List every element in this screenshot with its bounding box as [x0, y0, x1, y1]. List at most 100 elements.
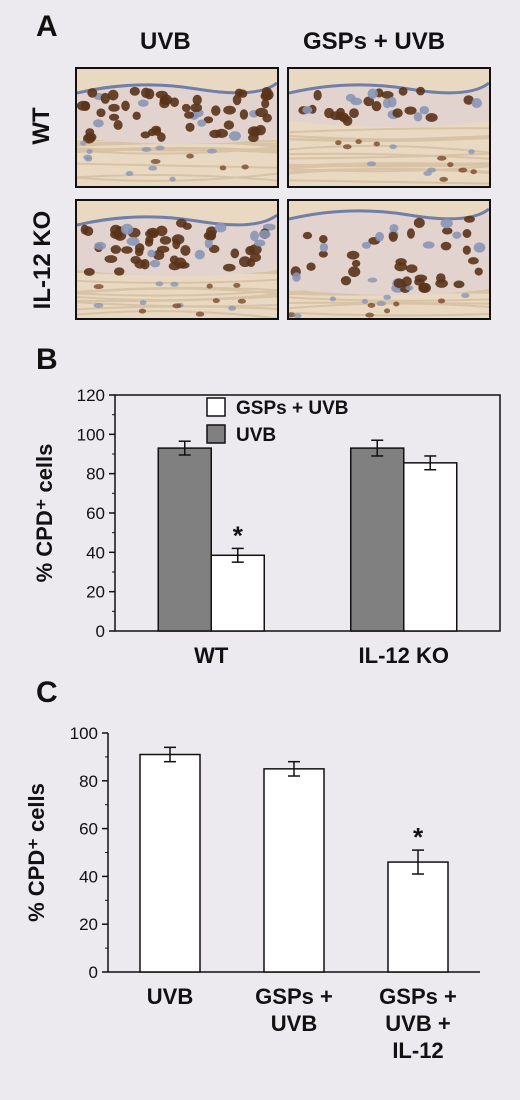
dermal-nucleus	[125, 171, 134, 177]
stained-nucleus	[182, 222, 192, 230]
dermal-nucleus	[237, 298, 247, 304]
bar	[210, 554, 265, 632]
stained-nucleus	[170, 97, 179, 108]
significance-marker: *	[413, 822, 424, 852]
dermal-nucleus	[141, 147, 152, 153]
stained-nucleus	[414, 274, 428, 282]
dermis-fibre	[289, 179, 489, 185]
dermal-nucleus	[228, 305, 237, 311]
dermis-fibre	[289, 136, 489, 143]
unstained-nucleus	[367, 88, 378, 99]
stained-nucleus	[302, 231, 313, 240]
dermal-nucleus	[212, 298, 220, 304]
stained-nucleus	[172, 238, 181, 250]
dermal-nucleus	[405, 285, 414, 291]
stained-nucleus	[425, 113, 438, 122]
stained-nucleus	[462, 229, 472, 238]
y-tick-label: 80	[79, 772, 98, 791]
dermal-nucleus	[186, 153, 194, 159]
unstained-nucleus	[149, 259, 161, 268]
dermal-nucleus	[93, 284, 104, 290]
stained-nucleus	[159, 99, 170, 109]
category-label: IL-12 KO	[359, 643, 449, 668]
y-tick-label: 40	[79, 867, 98, 886]
stained-nucleus	[190, 103, 203, 113]
stratum-corneum	[289, 81, 489, 95]
stained-nucleus	[100, 92, 110, 104]
dermal-nucleus	[437, 298, 446, 304]
stained-nucleus	[209, 129, 222, 139]
stained-nucleus	[192, 94, 202, 106]
dermal-nucleus	[329, 296, 336, 302]
unstained-nucleus	[471, 98, 482, 109]
stained-nucleus	[129, 86, 140, 96]
dermal-nucleus	[468, 149, 475, 155]
epidermis-band	[289, 209, 489, 295]
dermal-nucleus	[458, 167, 468, 173]
micrograph-il12ko-uvb	[75, 199, 279, 320]
unstained-nucleus	[387, 96, 397, 108]
dermal-nucleus	[437, 155, 447, 161]
dermis-fibre	[77, 147, 277, 152]
dermal-nucleus	[367, 277, 378, 283]
category-label: UVB	[271, 1011, 317, 1036]
dermis-fibre	[289, 152, 489, 160]
dermal-nucleus	[366, 161, 377, 167]
unstained-nucleus	[215, 222, 227, 233]
y-tick-label: 0	[89, 963, 98, 982]
category-label: IL-12	[392, 1038, 443, 1063]
panel-b-letter: B	[36, 343, 58, 376]
stained-nucleus	[313, 89, 322, 101]
dermis-fibre	[77, 287, 277, 295]
dermal-nucleus	[393, 301, 400, 307]
stained-nucleus	[211, 105, 221, 116]
dermis-fibre	[77, 293, 277, 302]
stained-nucleus	[223, 105, 236, 115]
unstained-nucleus	[197, 119, 207, 127]
dermal-nucleus	[383, 294, 392, 300]
stained-nucleus	[208, 244, 220, 254]
stained-nucleus	[467, 257, 479, 265]
stained-nucleus	[156, 245, 170, 253]
stained-nucleus	[398, 86, 408, 96]
stained-nucleus	[144, 238, 154, 247]
stained-nucleus	[261, 99, 270, 109]
dermal-nucleus	[439, 176, 448, 182]
stained-nucleus	[77, 100, 90, 111]
dermis-fibre	[289, 163, 489, 168]
dermal-nucleus	[207, 148, 217, 154]
dermal-nucleus	[470, 169, 477, 175]
stained-nucleus	[394, 261, 408, 272]
stratum-corneum	[77, 81, 277, 95]
stained-nucleus	[249, 252, 262, 262]
y-axis-label: % CPD⁺ cells	[24, 783, 49, 922]
unstained-nucleus	[473, 242, 486, 253]
stained-nucleus	[413, 217, 425, 229]
stained-nucleus	[157, 132, 166, 142]
stained-nucleus	[87, 88, 98, 98]
dermis-fibre	[289, 162, 489, 169]
dermal-nucleus	[219, 165, 227, 171]
y-tick-label: 100	[70, 724, 98, 743]
stained-nucleus	[108, 113, 120, 121]
dermal-nucleus	[195, 311, 205, 317]
stained-nucleus	[255, 124, 266, 136]
dermal-nucleus	[169, 176, 176, 182]
stained-nucleus	[168, 261, 181, 271]
dermal-nucleus	[293, 313, 302, 318]
bar	[157, 447, 212, 632]
y-tick-label: 0	[96, 622, 105, 641]
dermis-fibre	[289, 302, 489, 310]
stained-nucleus	[406, 264, 418, 273]
dermis-fibre	[289, 152, 489, 160]
stained-nucleus	[132, 111, 141, 120]
unstained-nucleus	[137, 99, 149, 107]
stained-nucleus	[238, 89, 248, 98]
stained-nucleus	[324, 107, 335, 119]
unstained-nucleus	[413, 112, 423, 122]
stained-nucleus	[255, 107, 269, 118]
unstained-nucleus	[292, 272, 301, 282]
stained-nucleus	[203, 116, 214, 124]
dermal-nucleus	[447, 162, 454, 168]
stained-nucleus	[156, 225, 168, 237]
